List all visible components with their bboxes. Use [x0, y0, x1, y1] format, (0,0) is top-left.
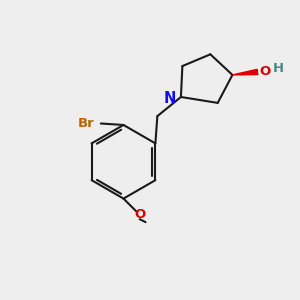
Text: H: H: [273, 62, 284, 75]
Text: O: O: [134, 208, 145, 221]
Text: Br: Br: [77, 117, 94, 130]
Polygon shape: [232, 69, 258, 75]
Text: N: N: [163, 91, 176, 106]
Text: O: O: [260, 65, 271, 79]
